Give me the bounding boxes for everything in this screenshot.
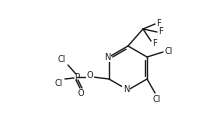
Text: F: F: [153, 38, 157, 47]
Text: O: O: [78, 89, 84, 98]
Text: Cl: Cl: [55, 80, 63, 89]
Text: F: F: [159, 27, 163, 36]
Text: N: N: [104, 52, 110, 61]
Text: O: O: [87, 72, 93, 81]
Text: Cl: Cl: [58, 55, 66, 64]
Text: N: N: [123, 86, 129, 95]
Text: Cl: Cl: [165, 47, 173, 55]
Text: Cl: Cl: [153, 95, 161, 103]
Text: F: F: [157, 18, 161, 27]
Text: P: P: [74, 72, 80, 81]
